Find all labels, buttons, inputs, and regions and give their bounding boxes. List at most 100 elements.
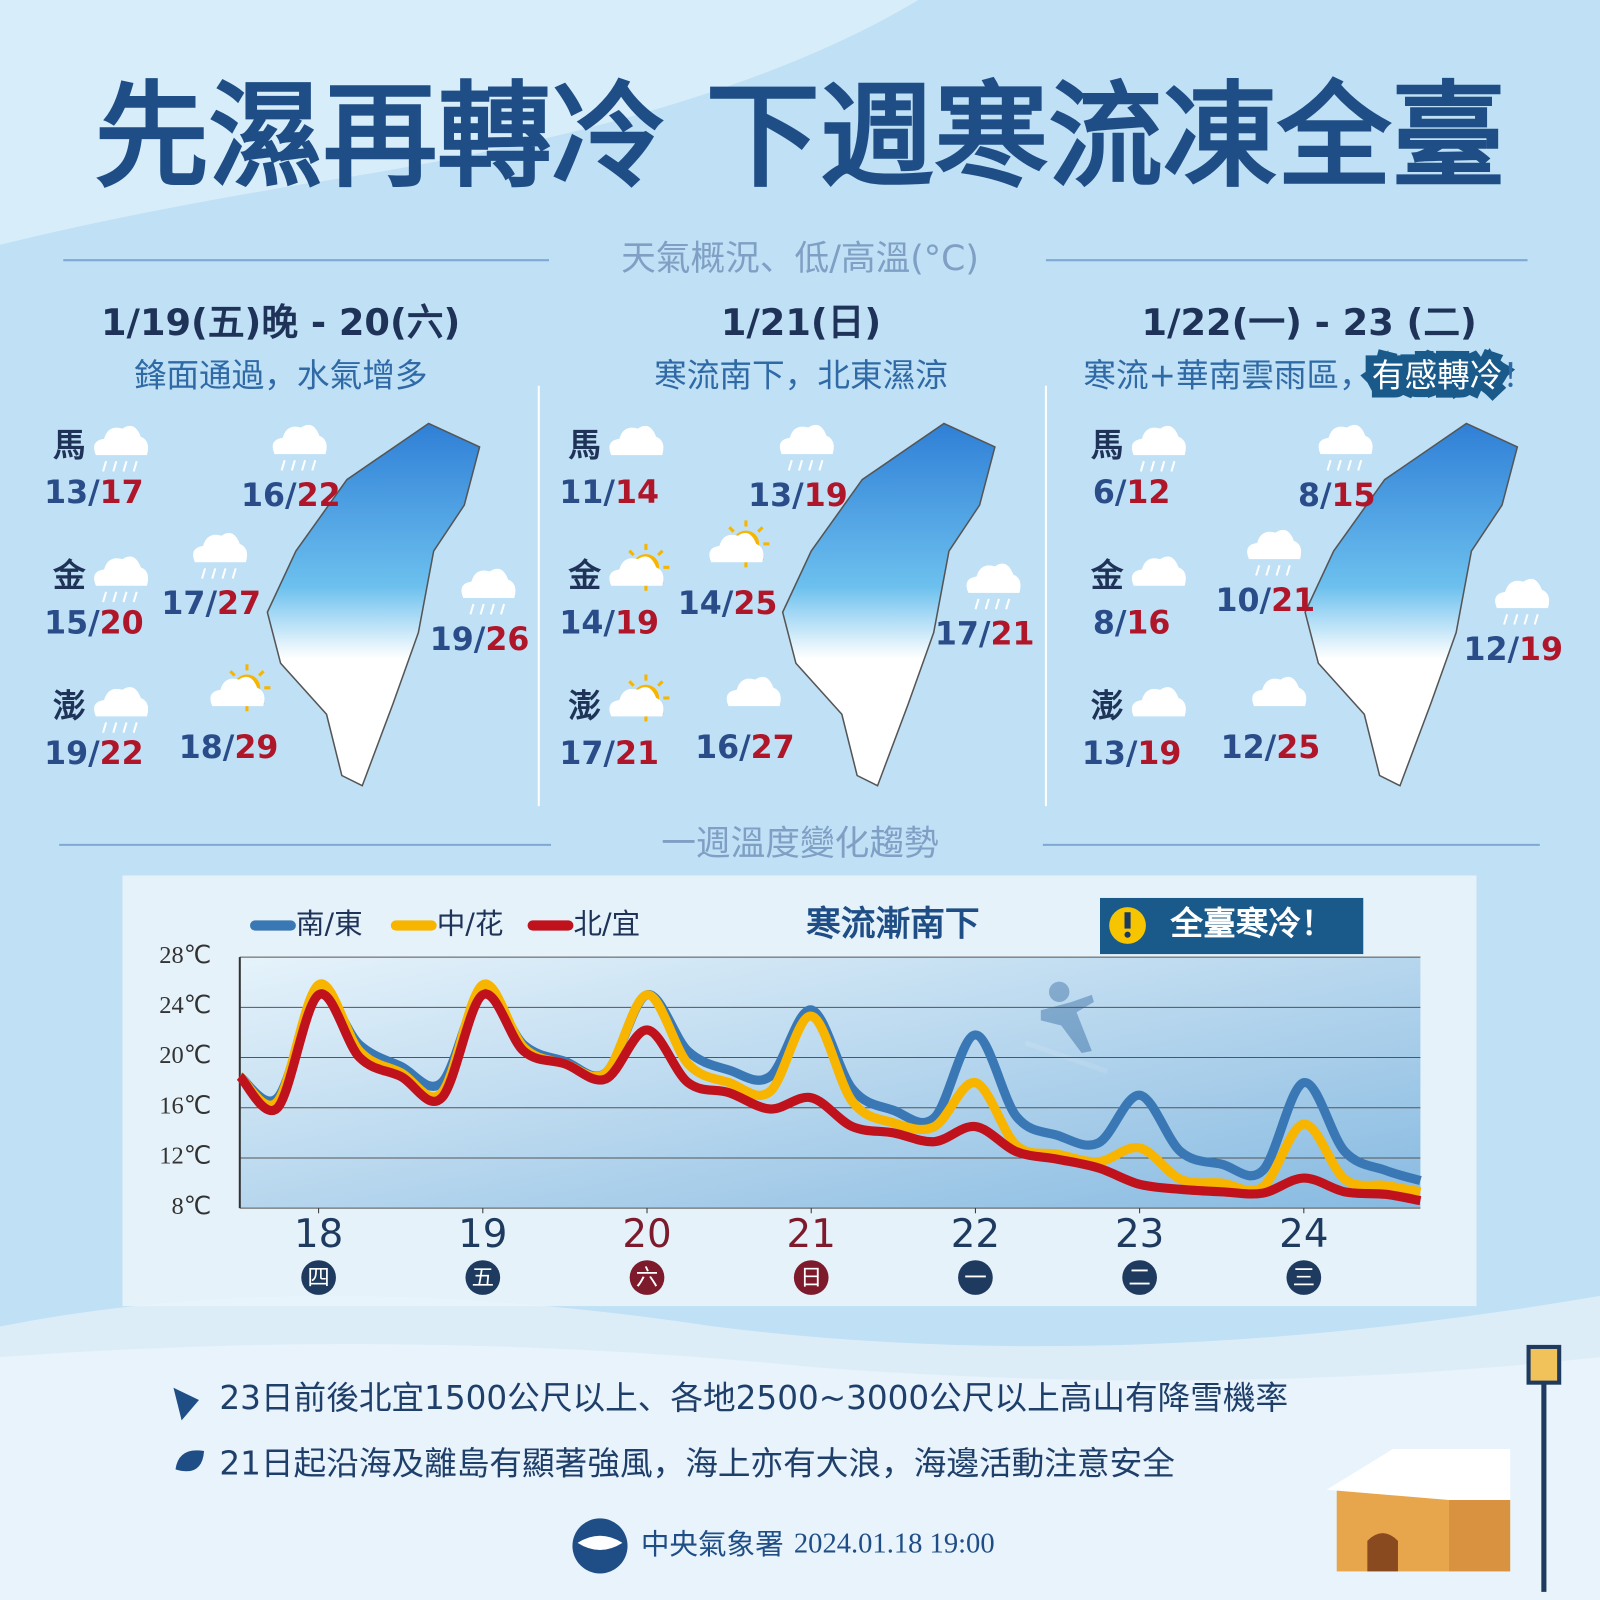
island-name: 金 — [1090, 557, 1124, 595]
temperature: 14/25 — [678, 586, 778, 622]
high-temp: 16 — [1126, 605, 1170, 641]
temperature: 16/27 — [695, 730, 795, 766]
raindrop — [102, 591, 108, 603]
cloud — [709, 532, 764, 563]
weekday-label: 六 — [636, 1265, 658, 1291]
weather-icon — [94, 687, 149, 733]
legend-label: 中/花 — [437, 907, 504, 941]
panel-subtitle: 鋒面通過，水氣增多 — [134, 357, 428, 395]
low-temp: 19 — [430, 622, 474, 658]
island-name: 澎 — [1091, 687, 1124, 725]
weather-icon — [1247, 529, 1302, 576]
panel-subtitle: 寒流南下，北東濕涼 — [654, 357, 948, 395]
temperature: 18/29 — [179, 730, 279, 766]
low-temp: 15 — [44, 605, 88, 641]
snow — [0, 1344, 1600, 1600]
weather-icon — [1252, 676, 1307, 707]
title: 先濕再轉冷 下週寒流凍全臺 — [95, 70, 1506, 203]
island-name: 金 — [567, 557, 601, 595]
separator: / — [792, 478, 804, 514]
high-temp: 27 — [751, 730, 795, 766]
cloud — [609, 425, 664, 456]
weekday-badge — [629, 1260, 665, 1295]
cloud — [1318, 424, 1373, 455]
raindrop — [1255, 565, 1261, 576]
raindrop — [469, 603, 475, 615]
raindrop — [1265, 565, 1271, 576]
separator: / — [285, 478, 297, 514]
temperature: 19/22 — [44, 736, 144, 772]
legend-label: 南/東 — [296, 907, 363, 941]
weekday-badge — [301, 1260, 336, 1295]
raindrop — [974, 598, 980, 610]
weekday-badge — [793, 1260, 829, 1295]
weather-icon — [1131, 556, 1186, 586]
separator: / — [1126, 736, 1138, 772]
raindrop — [122, 591, 128, 603]
series-line — [236, 989, 1422, 1206]
weather-icon — [94, 425, 149, 472]
weather-icon — [1131, 687, 1186, 717]
cloud — [272, 424, 327, 455]
weekday-label: 一 — [964, 1265, 986, 1291]
subtitle-highlight: 有感轉冷 — [1372, 357, 1503, 395]
high-temp: 22 — [297, 478, 341, 514]
cloud — [94, 556, 149, 586]
separator: / — [979, 617, 991, 653]
y-tick-label: 24℃ — [159, 992, 211, 1019]
separator: / — [739, 730, 751, 766]
legend-label: 北/宜 — [573, 907, 640, 941]
sun-ray — [628, 549, 635, 557]
temperature: 10/21 — [1216, 583, 1316, 619]
raindrop — [500, 603, 506, 615]
high-temp: 14 — [615, 475, 659, 511]
cloud — [609, 556, 664, 586]
high-temp: 19 — [1519, 632, 1563, 668]
x-tick-label: 18 — [294, 1212, 343, 1257]
low-temp: 16 — [695, 730, 739, 766]
alert-icon — [1124, 912, 1131, 929]
separator: / — [722, 586, 734, 622]
weekday-label: 三 — [1293, 1265, 1315, 1291]
temperature: 17/21 — [559, 736, 659, 772]
raindrop — [1513, 613, 1519, 625]
separator: / — [603, 736, 615, 772]
low-temp: 17 — [935, 617, 979, 653]
section-title: 一週溫度變化趨勢 — [661, 824, 939, 864]
weather-icon — [609, 543, 670, 591]
rules — [59, 259, 1540, 846]
separator: / — [1260, 583, 1272, 619]
sun-ray — [757, 526, 764, 533]
raindrop — [1285, 565, 1291, 576]
raindrop — [1503, 613, 1509, 625]
low-temp: 13 — [1082, 736, 1126, 772]
temperature: 14/19 — [559, 605, 659, 641]
high-temp: 21 — [990, 617, 1034, 653]
high-temp: 15 — [1332, 478, 1376, 514]
island-name: 澎 — [568, 687, 601, 725]
low-temp: 14 — [678, 586, 722, 622]
separator: / — [474, 622, 486, 658]
subtitle: 寒流+華南雲雨區， — [1083, 357, 1371, 395]
low-temp: 11 — [559, 475, 603, 511]
raindrop — [311, 459, 317, 471]
raindrop — [489, 603, 495, 615]
low-temp: 17 — [559, 736, 603, 772]
weather-icon — [966, 563, 1021, 610]
weekday-label: 四 — [307, 1265, 329, 1291]
high-temp: 12 — [1126, 475, 1170, 511]
x-tick-label: 23 — [1115, 1212, 1164, 1257]
subtitle: 寒流南下，北東濕涼 — [654, 357, 948, 395]
raindrop — [984, 598, 990, 610]
weather-icon — [609, 425, 664, 456]
separator: / — [1507, 632, 1519, 668]
map — [266, 422, 481, 787]
map — [1304, 422, 1519, 787]
temperature: 19/26 — [430, 622, 530, 658]
low-temp: 8 — [1298, 478, 1320, 514]
note: 21日起沿海及離島有顯著強風，海上亦有大浪，海邊活動注意安全 — [219, 1444, 1174, 1482]
island-name: 澎 — [53, 687, 86, 725]
alert-icon — [1124, 931, 1131, 938]
low-temp: 17 — [161, 586, 205, 622]
